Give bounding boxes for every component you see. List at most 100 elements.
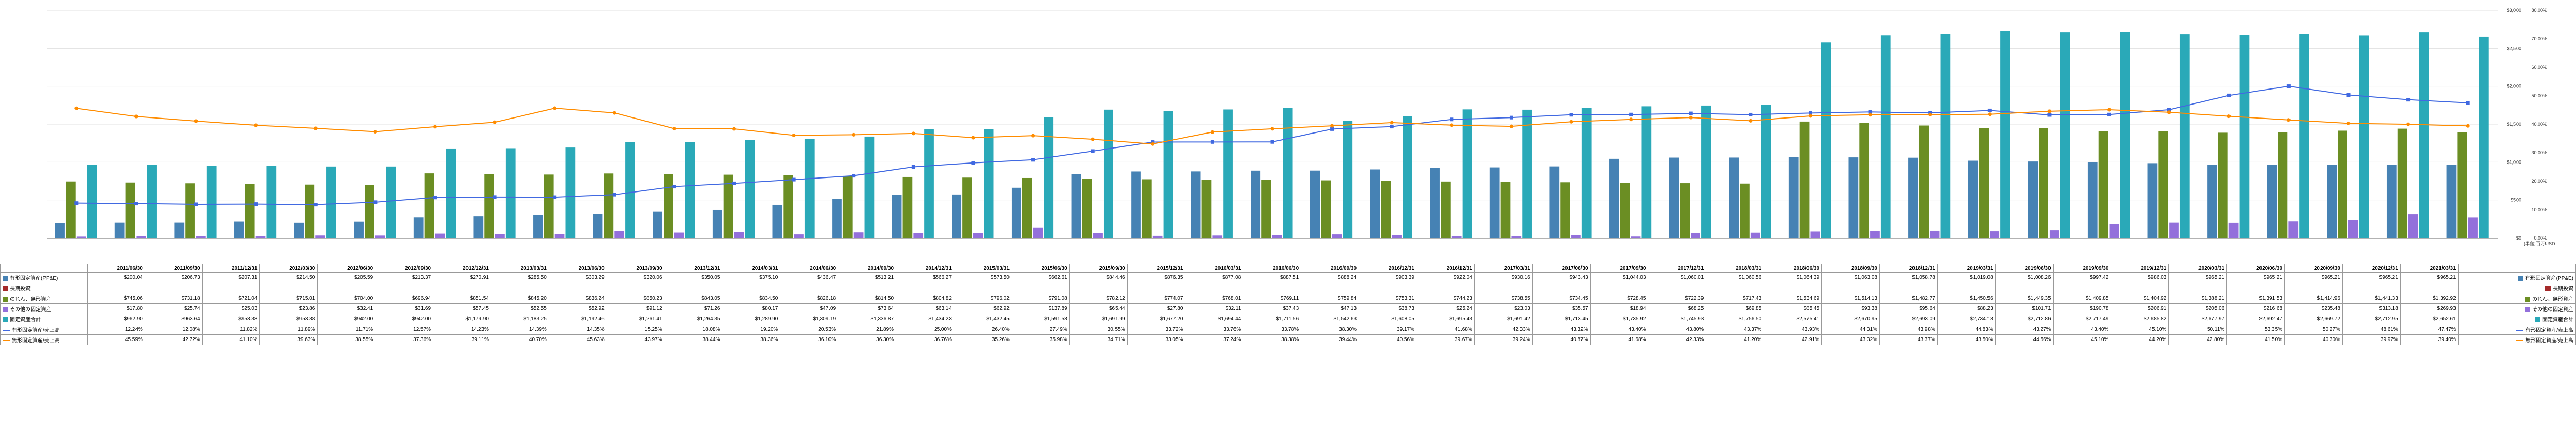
cell: 42.72% — [145, 335, 202, 345]
cell: $214.50 — [260, 273, 318, 283]
bar-otherfx — [2468, 217, 2478, 238]
bar-otherfx — [2050, 230, 2059, 238]
cell: 14.39% — [491, 324, 549, 335]
bar-goodwill — [1800, 122, 1810, 238]
bar-otherfx — [794, 234, 804, 238]
cell: $734.45 — [1532, 293, 1590, 304]
bar-ppe — [1370, 170, 1380, 238]
svg-text:40.00%: 40.00% — [2531, 122, 2547, 127]
bar-fixedtot — [1044, 117, 1053, 238]
cell: $2,575.41 — [1764, 314, 1822, 324]
cell: $1,677.20 — [1127, 314, 1185, 324]
cell: $738.55 — [1474, 293, 1532, 304]
bar-fixedtot — [685, 142, 695, 238]
cell: $1,391.53 — [2227, 293, 2285, 304]
table-row-goodwill_sales: 無形固定資産/売上高45.59%42.72%41.10%39.63%38.55%… — [1, 335, 2576, 345]
cell — [1879, 283, 1937, 293]
svg-text:80.00%: 80.00% — [2531, 8, 2547, 13]
bar-ppe — [1968, 161, 1978, 238]
cell: $1,450.56 — [1937, 293, 1995, 304]
period-header: 2012/03/30 — [260, 264, 318, 273]
cell: 45.10% — [2111, 324, 2169, 335]
cell: $269.93 — [2400, 304, 2458, 314]
cell: $963.64 — [145, 314, 202, 324]
bar-ppe — [832, 199, 842, 238]
cell: $513.21 — [838, 273, 896, 283]
series-label-left: 有形固定資産(PP&E) — [1, 273, 88, 283]
period-header: 2014/03/31 — [722, 264, 780, 273]
series-label-right: 有形固定資産/売上高 — [2458, 324, 2575, 335]
cell: $1,449.35 — [1995, 293, 2053, 304]
period-header: 2017/12/31 — [1648, 264, 1706, 273]
cell: $836.24 — [549, 293, 607, 304]
period-header: 2016/12/31 — [1417, 264, 1474, 273]
bar-fixedtot — [1701, 106, 1711, 238]
cell: 36.30% — [838, 335, 896, 345]
cell: 42.33% — [1648, 335, 1706, 345]
cell: 11.82% — [202, 324, 260, 335]
cell: $942.00 — [375, 314, 433, 324]
bar-ppe — [1131, 171, 1141, 238]
bar-fixedtot — [446, 149, 456, 238]
cell: 40.70% — [491, 335, 549, 345]
bar-goodwill — [1082, 179, 1092, 238]
cell — [665, 283, 722, 293]
cell: $2,685.82 — [2111, 314, 2169, 324]
bar-fixedtot — [1463, 109, 1472, 238]
cell: $47.13 — [1301, 304, 1359, 314]
bar-goodwill — [2158, 131, 2168, 238]
series-label-left: のれん、無形資産 — [1, 293, 88, 304]
cell: $2,734.18 — [1937, 314, 1995, 324]
cell: $18.94 — [1590, 304, 1648, 314]
cell: $313.18 — [2342, 304, 2400, 314]
cell: $997.42 — [2053, 273, 2111, 283]
cell: $826.18 — [780, 293, 838, 304]
bar-otherfx — [1571, 235, 1581, 238]
cell: $205.59 — [318, 273, 375, 283]
cell: 12.57% — [375, 324, 433, 335]
cell — [318, 283, 375, 293]
cell: 41.20% — [1706, 335, 1764, 345]
bar-goodwill — [1859, 123, 1869, 238]
bar-goodwill — [1261, 180, 1271, 238]
cell: 12.08% — [145, 324, 202, 335]
bar-fixedtot — [865, 137, 875, 238]
period-header: 2017/09/30 — [1590, 264, 1648, 273]
cell: 39.40% — [2400, 335, 2458, 345]
bar-ppe — [533, 215, 543, 238]
cell: $1,711.56 — [1243, 314, 1301, 324]
cell — [722, 283, 780, 293]
cell: 43.32% — [1532, 324, 1590, 335]
cell — [260, 283, 318, 293]
cell — [1648, 283, 1706, 293]
cell: $85.45 — [1764, 304, 1822, 314]
bar-goodwill — [2099, 131, 2108, 238]
cell: $1,745.93 — [1648, 314, 1706, 324]
bar-goodwill — [365, 185, 374, 238]
bar-otherfx — [2408, 214, 2418, 238]
cell: $573.50 — [954, 273, 1012, 283]
cell: $1,044.03 — [1590, 273, 1648, 283]
cell: $93.38 — [1822, 304, 1880, 314]
bar-otherfx — [435, 234, 445, 238]
cell: $965.21 — [2169, 273, 2227, 283]
period-header: 2019/03/31 — [1937, 264, 1995, 273]
period-header: 2015/09/30 — [1069, 264, 1127, 273]
table-row-goodwill: のれん、無形資産$745.06$731.18$721.04$715.01$704… — [1, 293, 2576, 304]
cell — [2169, 283, 2227, 293]
svg-text:20.00%: 20.00% — [2531, 179, 2547, 184]
period-header: 2011/09/30 — [145, 264, 202, 273]
cell — [1359, 283, 1417, 293]
svg-text:50.00%: 50.00% — [2531, 93, 2547, 98]
cell: $962.90 — [88, 314, 145, 324]
bar-goodwill — [903, 177, 913, 238]
cell: $31.69 — [375, 304, 433, 314]
series-label-right: 有形固定資産(PP&E) — [2458, 273, 2575, 283]
period-header: 2013/03/31 — [491, 264, 549, 273]
bar-fixedtot — [506, 148, 516, 238]
cell: $52.55 — [491, 304, 549, 314]
cell: $1,179.90 — [433, 314, 491, 324]
bar-fixedtot — [147, 165, 157, 238]
bar-ppe — [55, 223, 65, 238]
cell — [88, 283, 145, 293]
